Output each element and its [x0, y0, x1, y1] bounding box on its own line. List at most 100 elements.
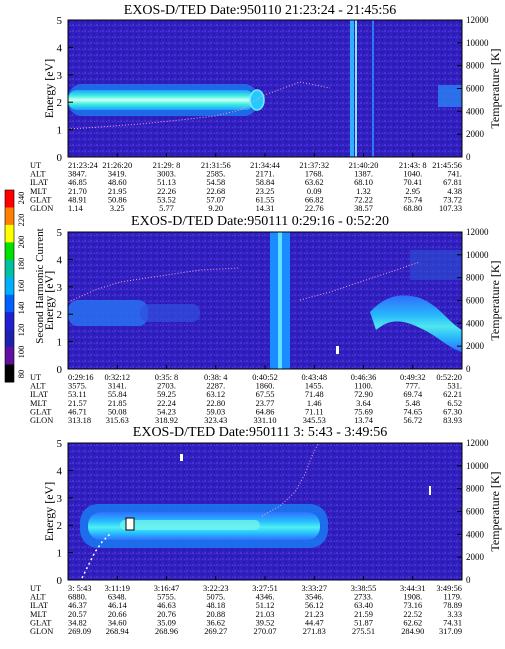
- panel-2-table-cell: 55.84: [108, 390, 128, 399]
- colorbar-swatches: [5, 190, 14, 383]
- panel-1-table-cell: 22.76: [305, 204, 324, 213]
- panel-3-table-row-label: GLAT: [30, 618, 51, 627]
- panel-1-right-tick-label: 6000: [466, 84, 485, 94]
- panel-2-table-cell: 50.08: [108, 407, 127, 416]
- panel-1-table-row-label: GLON: [30, 204, 53, 213]
- panel-3-table-cell: 51.87: [354, 618, 373, 627]
- colorbar-swatch: [5, 347, 14, 366]
- panel-2-title: EXOS-D/TED Date:950111 0:29:16 - 0:52:20: [131, 214, 389, 229]
- panel-2-table-cell: 345.53: [303, 416, 326, 425]
- panel-2-axes: 0 1 2 3 4 5 0 2000 4000 6000 8000 10000 12000 Energy …: [42, 227, 502, 376]
- panel-1-orbit-table: UT 21:23:24 21:26:20 21:29: 8 21:31:56 21:34:…: [30, 161, 462, 213]
- colorbar-tick-label: 100: [16, 346, 26, 359]
- colorbar-swatch: [5, 259, 14, 278]
- panel-1-table-cell: 21:23:24: [68, 161, 99, 170]
- panel-3-table-cell: 3:16:47: [154, 584, 180, 593]
- panel-3-left-tick-label: 3: [57, 493, 63, 505]
- panel-3-low-edge-trace: [81, 533, 111, 579]
- panel-3-table-cell: 48.18: [206, 601, 225, 610]
- panel-2-y-axis-label: Energy [eV]: [42, 271, 56, 330]
- panel-2-table-cell: 0:35: 8: [155, 373, 179, 382]
- panel-2-table-cell: 1100.: [354, 382, 373, 391]
- panel-2-left-tick-label: 2: [57, 309, 63, 321]
- colorbar-tick-label: 120: [16, 324, 26, 337]
- panel-3-table-cell: 4346.: [256, 593, 275, 602]
- panel-3-left-tick-label: 2: [57, 520, 63, 532]
- spectrogram-panel-1: EXOS-D/TED Date:950110 21:23:24 - 21:45:…: [30, 3, 502, 213]
- colorbar-tick-label: 80: [16, 370, 26, 379]
- panel-2-high-latitude-band: [370, 295, 462, 352]
- panel-1-table-cell: 21.70: [68, 187, 87, 196]
- panel-1-table-cell: 21:26:20: [102, 161, 132, 170]
- panel-3-table-cell: 270.07: [253, 627, 276, 636]
- panel-1-table-cell: 1040.: [403, 170, 422, 179]
- panel-2-left-tick-label: 3: [57, 282, 63, 294]
- panel-1-table-cell: 21.95: [108, 187, 127, 196]
- panel-3-table-cell: 39.52: [256, 618, 275, 627]
- colorbar-label: Second Harmonic Current: [34, 228, 46, 343]
- panel-1-table-cell: 57.07: [206, 195, 225, 204]
- panel-1-plot: [67, 19, 463, 158]
- panel-1-table-cell: 21:40:20: [349, 161, 379, 170]
- panel-2-table-cell: 0:49:32: [400, 373, 426, 382]
- panel-3-table-row-label: ALT: [30, 593, 46, 602]
- panel-1-title: EXOS-D/TED Date:950110 21:23:24 - 21:45:…: [124, 3, 396, 18]
- panel-3-table-cell: 269.27: [204, 627, 227, 636]
- panel-3-table-cell: 5075.: [206, 593, 225, 602]
- panel-2-table-row-label: ALT: [30, 382, 46, 391]
- panel-2-table-cell: 315.63: [106, 416, 129, 425]
- panel-1-table-row-label: GLAT: [30, 195, 51, 204]
- panel-1-table-cell: 1768.: [305, 170, 324, 179]
- panel-2-table-cell: 67.30: [443, 407, 462, 416]
- panel-2-spike-right: [282, 232, 290, 369]
- panel-3-y-axis-label: Energy [eV]: [42, 482, 56, 541]
- panel-2-right-tick-label: 12000: [466, 227, 489, 237]
- panel-1-right-tick-label: 8000: [466, 61, 485, 71]
- panel-3-table-cell: 3:11:19: [105, 584, 130, 593]
- panel-2-table-cell: 1455.: [305, 382, 324, 391]
- panel-3-orbit-table: UT 3: 5:43 3:11:19 3:16:47 3:22:23 3:27:51 3:3…: [30, 584, 462, 636]
- panel-3-table-cell: 1908.: [403, 593, 422, 602]
- panel-3-right-tick-label: 0: [466, 575, 471, 585]
- panel-3-left-tick-label: 0: [57, 575, 63, 587]
- panel-1-left-tick-label: 0: [57, 152, 63, 164]
- panel-1-spike-1: [350, 20, 354, 157]
- colorbar-swatch: [5, 329, 14, 348]
- panel-1-table-cell: 48.91: [68, 195, 87, 204]
- panel-2-temperature-trace: [67, 267, 241, 303]
- colorbar-swatch: [5, 224, 14, 243]
- panel-2-table-cell: 53.11: [68, 390, 87, 399]
- panel-3-left-tick-label: 5: [57, 438, 63, 450]
- panel-1-table-row-label: ILAT: [30, 178, 48, 187]
- panel-3-table-cell: 3:44:31: [400, 584, 426, 593]
- panel-2-table-cell: 22.80: [206, 399, 225, 408]
- panel-2-table-cell: 0:43:48: [301, 373, 327, 382]
- panel-2-table-cell: 0:46:36: [351, 373, 377, 382]
- panel-2-table-cell: 318.92: [155, 416, 178, 425]
- panel-1-table-cell: 3847.: [68, 170, 87, 179]
- colorbar-swatch: [5, 277, 14, 296]
- panel-1-temperature-trace: [67, 81, 331, 130]
- panel-1-ion-band: [68, 90, 254, 110]
- panel-2-table-row-label: GLAT: [30, 407, 51, 416]
- panel-3-table-cell: 20.66: [108, 610, 127, 619]
- panel-1-table-cell: 21:29: 8: [153, 161, 181, 170]
- panel-2-table-cell: 59.03: [206, 407, 225, 416]
- colorbar-swatch: [5, 190, 14, 208]
- panel-3-table-cell: 271.83: [303, 627, 326, 636]
- panel-2-table-cell: 67.55: [256, 390, 275, 399]
- panel-1-table-cell: 73.72: [443, 195, 462, 204]
- panel-1-table-cell: 2.95: [405, 187, 420, 196]
- panel-1-table-cell: 0.09: [307, 187, 322, 196]
- panel-3-plot: [67, 442, 463, 581]
- panel-3-table-cell: 22.52: [403, 610, 422, 619]
- panel-2-right-faint-band: [410, 250, 462, 280]
- colorbar-tick-label: 140: [16, 302, 26, 315]
- spectrogram-panel-2: EXOS-D/TED Date:950111 0:29:16 - 0:52:20…: [30, 214, 502, 425]
- panel-1-table-cell: 46.85: [68, 178, 87, 187]
- panel-1-table-cell: 38.57: [354, 204, 373, 213]
- panel-1-table-cell: 21:31:56: [201, 161, 231, 170]
- panel-3-right-tick-label: 4000: [466, 529, 485, 539]
- panel-2-left-tick-label: 0: [57, 364, 63, 376]
- panel-3-table-cell: 62.62: [403, 618, 422, 627]
